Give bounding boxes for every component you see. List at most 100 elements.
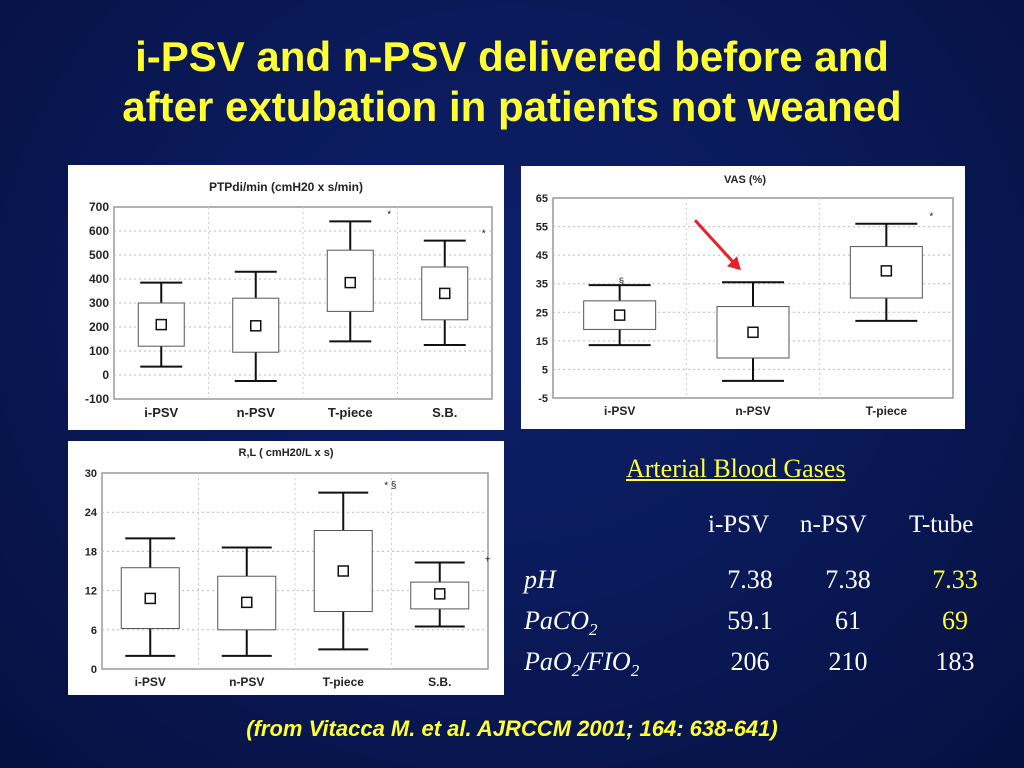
y-tick-label: -5 bbox=[538, 393, 548, 405]
slide-title-line-2: after extubation in patients not weaned bbox=[122, 83, 902, 130]
y-tick-label: 24 bbox=[85, 507, 98, 519]
abg-pao2fio2-ttube: 183 bbox=[935, 647, 975, 676]
abg-paco2-ipsv: 59.1 bbox=[727, 606, 773, 635]
abg-ph-text: pH bbox=[524, 565, 556, 594]
y-tick-label: 200 bbox=[89, 320, 109, 334]
y-tick-label: 45 bbox=[536, 250, 548, 262]
box-rl-3: + bbox=[410, 555, 491, 628]
abg-ph-npsv: 7.38 bbox=[825, 565, 871, 594]
x-category-label: i-PSV bbox=[135, 675, 166, 689]
y-tick-label: 300 bbox=[89, 296, 109, 310]
abg-row-paco2-label: PaCO2 bbox=[524, 606, 598, 640]
y-tick-label: 12 bbox=[85, 586, 97, 598]
box-ptpdi-1 bbox=[232, 270, 280, 382]
abg-ph-ipsv: 7.38 bbox=[727, 565, 773, 594]
abg-col-npsv: n-PSV bbox=[800, 511, 867, 538]
significance-mark: * bbox=[387, 209, 391, 220]
chart-title: PTPdi/min (cmH20 x s/min) bbox=[209, 180, 363, 194]
ptpdi-chart-panel: 700 600 500 400 300 200 100 0 -100 PTPdi/min (cmH… bbox=[68, 165, 504, 430]
y-tick-label: 600 bbox=[89, 224, 109, 238]
x-category-label: T-piece bbox=[323, 675, 365, 689]
y-tick-label: 500 bbox=[89, 248, 109, 262]
significance-mark: § bbox=[619, 277, 625, 288]
box-vas-0: § bbox=[583, 277, 657, 347]
median-marker bbox=[747, 326, 759, 339]
median-marker bbox=[155, 318, 167, 331]
abg-paco2-ttube: 69 bbox=[942, 606, 968, 635]
median-marker bbox=[241, 596, 253, 609]
abg-fio-text: /FIO bbox=[580, 647, 631, 676]
slide-title-line-1: i-PSV and n-PSV delivered before and bbox=[135, 33, 889, 80]
significance-mark: + bbox=[485, 555, 491, 566]
rl-chart-panel: 30 24 18 12 6 0 R,L ( cmH20/L x s) i-PSV n-PSV T-… bbox=[68, 441, 504, 695]
plot-frame bbox=[552, 197, 954, 399]
y-tick-label: 18 bbox=[85, 546, 97, 558]
x-category-label: S.B. bbox=[432, 405, 457, 420]
x-category-label: n-PSV bbox=[237, 405, 276, 420]
y-tick-label: 6 bbox=[91, 625, 97, 637]
abg-col-ipsv: i-PSV bbox=[708, 511, 770, 538]
y-tick-label: 65 bbox=[536, 193, 548, 205]
x-category-label: T-piece bbox=[328, 405, 373, 420]
abg-row-ph-label: pH bbox=[524, 565, 556, 595]
x-category-label: T-piece bbox=[866, 404, 908, 418]
significance-mark: * § bbox=[384, 481, 396, 492]
vas-chart-panel: 65 55 45 35 25 15 5 -5 VAS (%) i-PSV n-PSV T-piece §… bbox=[521, 166, 965, 429]
y-tick-label: 35 bbox=[536, 279, 548, 291]
y-tick-label: -100 bbox=[85, 392, 109, 406]
median-marker bbox=[613, 309, 626, 321]
x-category-label: i-PSV bbox=[144, 405, 178, 420]
box-rl-2: * § bbox=[313, 481, 396, 651]
citation: (from Vitacca M. et al. AJRCCM 2001; 164… bbox=[246, 716, 778, 741]
abg-pao-text: PaO bbox=[524, 647, 572, 676]
box-vas-2: * bbox=[849, 212, 933, 322]
median-marker bbox=[434, 588, 446, 600]
x-category-label: n-PSV bbox=[229, 675, 264, 689]
abg-pao-sub: 2 bbox=[571, 661, 581, 681]
y-tick-label: 700 bbox=[89, 200, 109, 214]
y-tick-label: 30 bbox=[85, 468, 97, 480]
y-tick-label: 400 bbox=[89, 272, 109, 286]
median-marker bbox=[144, 592, 156, 605]
y-tick-label: 0 bbox=[91, 664, 97, 676]
box-rl-1 bbox=[217, 546, 277, 657]
y-tick-label: 25 bbox=[536, 307, 548, 319]
vas-boxplot: 65 55 45 35 25 15 5 -5 VAS (%) i-PSV n-PSV T-piece §… bbox=[536, 174, 954, 418]
y-tick-label: 15 bbox=[536, 336, 548, 348]
median-marker bbox=[344, 276, 356, 289]
abg-fio-sub: 2 bbox=[630, 661, 640, 681]
y-tick-label: 55 bbox=[536, 222, 548, 234]
x-category-label: S.B. bbox=[428, 675, 451, 689]
y-tick-label: 5 bbox=[542, 364, 548, 376]
abg-paco2-npsv: 61 bbox=[835, 606, 861, 635]
significance-mark: * bbox=[482, 229, 486, 240]
highlight-arrow-head bbox=[727, 256, 741, 271]
box-ptpdi-0 bbox=[137, 281, 185, 368]
median-marker bbox=[337, 565, 349, 577]
rl-boxplot: 30 24 18 12 6 0 R,L ( cmH20/L x s) i-PSV n-PSV T-… bbox=[85, 447, 491, 689]
abg-paco-text: PaCO bbox=[524, 606, 589, 635]
x-category-label: n-PSV bbox=[735, 404, 770, 418]
y-tick-label: 0 bbox=[102, 368, 109, 382]
box-rl-0 bbox=[120, 537, 180, 657]
abg-heading: Arterial Blood Gases bbox=[626, 454, 846, 483]
abg-pao2fio2-ipsv: 206 bbox=[730, 647, 770, 676]
chart-title: VAS (%) bbox=[724, 174, 766, 186]
median-marker bbox=[250, 320, 262, 332]
significance-mark: * bbox=[929, 212, 933, 223]
ptpdi-boxplot: 700 600 500 400 300 200 100 0 -100 PTPdi/min (cmH… bbox=[85, 180, 493, 420]
y-tick-label: 100 bbox=[89, 344, 109, 358]
abg-row-pao2fio2-label: PaO2/FIO2 bbox=[524, 647, 639, 681]
median-marker bbox=[439, 287, 451, 300]
box-ptpdi-2: * bbox=[326, 209, 391, 343]
abg-ph-ttube: 7.33 bbox=[932, 565, 978, 594]
box-ptpdi-3: * bbox=[421, 229, 486, 346]
chart-title: R,L ( cmH20/L x s) bbox=[239, 447, 334, 459]
abg-pao2fio2-npsv: 210 bbox=[828, 647, 868, 676]
median-marker bbox=[880, 265, 893, 277]
x-category-label: i-PSV bbox=[604, 404, 635, 418]
highlight-arrow-shaft bbox=[693, 219, 739, 268]
slide-title: i-PSV and n-PSV delivered before and aft… bbox=[0, 32, 1024, 132]
abg-col-ttube: T-tube bbox=[909, 511, 974, 538]
abg-paco-sub: 2 bbox=[589, 620, 598, 640]
